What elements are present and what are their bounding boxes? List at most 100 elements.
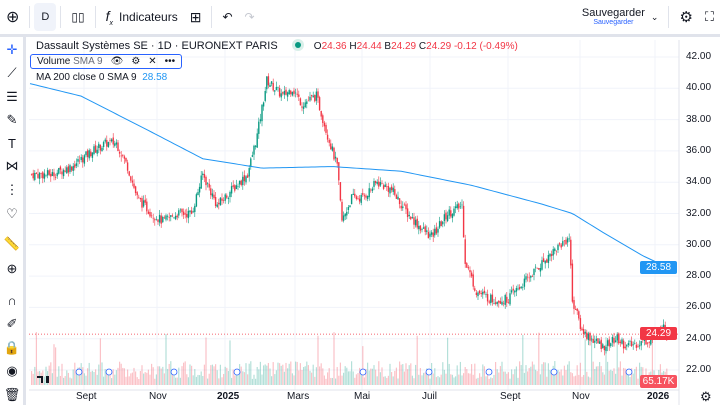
candle (293, 90, 295, 94)
candle (298, 94, 300, 97)
volume-bar (415, 364, 417, 385)
add-symbol-icon[interactable]: ⊕ (6, 9, 20, 26)
candle (197, 192, 199, 196)
volume-bar (341, 375, 343, 385)
volume-bar (235, 371, 237, 385)
price-tick: 36.00 (686, 144, 712, 156)
candle (34, 172, 36, 180)
redo-icon[interactable]: ↷ (244, 10, 255, 24)
candle (429, 233, 431, 237)
ma-legend[interactable]: MA 200 close 0 SMA 9 28.58 (36, 72, 167, 83)
candle (562, 241, 564, 246)
candle (384, 184, 386, 187)
ruler-icon[interactable]: 📏 (3, 236, 21, 251)
volume-legend[interactable]: Volume SMA 9 👁 ⚙ ✕ ••• (30, 54, 183, 69)
volume-bar (248, 363, 250, 385)
volume-bar (191, 365, 193, 385)
volume-bar (61, 363, 63, 385)
volume-bar (503, 371, 505, 385)
volume-bar (659, 364, 661, 385)
volume-bar (131, 372, 133, 385)
candle (288, 90, 290, 95)
candle (46, 170, 49, 176)
volume-bar (309, 370, 311, 385)
axis-settings-icon[interactable]: ⚙ (700, 389, 712, 404)
heart-icon[interactable]: ♡ (6, 206, 18, 221)
candle (616, 334, 618, 341)
interval-button[interactable]: D (34, 3, 57, 31)
save-button[interactable]: Sauvegarder Sauvegarder (582, 8, 645, 27)
dividend-marker (170, 368, 178, 376)
candle (155, 219, 158, 221)
eye-icon[interactable]: 👁 (110, 56, 124, 67)
volume-bar (135, 371, 137, 385)
candle (346, 211, 348, 216)
text-icon[interactable]: T (8, 135, 16, 151)
volume-bar (482, 364, 484, 385)
candle (349, 205, 351, 208)
volume-bar (69, 377, 71, 385)
candle (646, 342, 649, 344)
candle (296, 93, 298, 95)
price-chart[interactable] (29, 40, 720, 405)
candle (394, 189, 396, 195)
candle (430, 232, 433, 235)
undo-icon[interactable]: ↶ (222, 10, 233, 24)
candle (194, 205, 196, 213)
layouts-icon[interactable]: ⊞ (189, 8, 202, 25)
lock-icon[interactable]: 🔒 (3, 340, 21, 355)
volume-bar (455, 376, 457, 385)
close-icon[interactable]: ✕ (148, 56, 157, 67)
pattern-icon[interactable]: ⋈ (5, 158, 19, 173)
zoom-in-icon[interactable]: ⊕ (6, 261, 18, 276)
candle (413, 217, 415, 225)
fib-icon[interactable]: ☰ (6, 89, 18, 104)
volume-bar (82, 367, 84, 385)
volume-bar (128, 376, 130, 385)
candle (286, 92, 289, 97)
candle (240, 180, 242, 186)
fullscreen-icon[interactable]: ⛶ (704, 9, 714, 24)
lock-drawing-icon[interactable]: ✐ (6, 316, 18, 331)
gear-icon[interactable]: ⚙ (679, 9, 693, 26)
candle (309, 96, 311, 101)
candle (80, 156, 82, 160)
eye-icon[interactable]: ◉ (6, 363, 18, 378)
indicators-button[interactable]: fx Indicateurs (100, 3, 184, 31)
chevron-down-icon[interactable]: ⌄ (650, 11, 659, 22)
candle (322, 115, 324, 123)
candle (56, 172, 58, 177)
candle (317, 91, 319, 98)
time-tick: Sept (76, 391, 97, 402)
settings-icon[interactable]: ⚙ (131, 56, 141, 67)
candle (650, 339, 652, 345)
brush-icon[interactable]: ✎ (6, 112, 18, 127)
candle (502, 302, 505, 304)
candle (597, 338, 599, 344)
prediction-icon[interactable]: ⋮ (5, 182, 19, 197)
candle (82, 157, 84, 163)
volume-bar (419, 367, 421, 385)
dividend-marker (105, 368, 113, 376)
volume-bar (207, 378, 209, 385)
candle (131, 180, 134, 183)
volume-bar (391, 372, 393, 385)
magnet-icon[interactable]: ∩ (7, 292, 17, 308)
candle-type-icon[interactable]: ▯▯ (71, 10, 85, 24)
price-tick: 42.00 (686, 51, 712, 62)
candle (534, 266, 537, 268)
volume-bar (563, 365, 565, 385)
candle (62, 169, 65, 177)
candle (611, 337, 614, 343)
candle (547, 254, 550, 264)
trend-line-icon[interactable]: ⟋ (7, 65, 17, 80)
candle (480, 293, 482, 295)
trash-icon[interactable]: 🗑 (3, 387, 21, 402)
crosshair-icon[interactable]: ✛ (6, 42, 18, 57)
candle (165, 215, 167, 220)
volume-bar (48, 365, 50, 385)
volume-bar (85, 375, 87, 385)
more-icon[interactable]: ••• (164, 56, 176, 67)
volume-bar (560, 369, 562, 385)
ma-value: 28.58 (142, 72, 168, 83)
